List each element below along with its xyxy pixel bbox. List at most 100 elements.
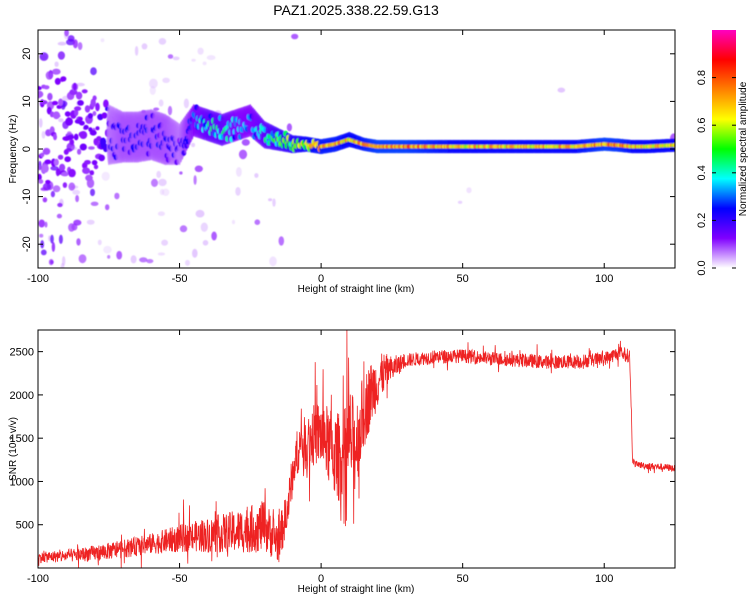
y-tick-label: 10: [21, 95, 33, 107]
spectrogram-cell: [185, 259, 190, 266]
spectrogram-cell: [78, 254, 87, 264]
colorbar-tick-label: 0.8: [696, 70, 708, 85]
spectrogram-cell: [68, 223, 75, 232]
y-tick-label: 500: [16, 520, 34, 532]
spectrogram-cell: [236, 167, 242, 177]
spectrogram-cell: [52, 68, 61, 75]
spectrogram-cell: [42, 147, 51, 155]
spectrogram-cell: [41, 164, 49, 173]
spectrogram-cell: [68, 182, 76, 191]
spectrogram-cell: [92, 111, 97, 116]
x-tick-label: -50: [172, 273, 188, 285]
spectrogram-cell: [58, 234, 63, 244]
spectrogram-cell: [82, 167, 91, 174]
spectrogram-cell: [95, 102, 100, 112]
y-tick-label: -20: [21, 236, 33, 252]
spectrogram-cell: [116, 250, 123, 260]
spectrogram-cell: [158, 99, 164, 107]
spectrogram-cell: [211, 231, 217, 241]
x-tick-label: 0: [318, 573, 324, 585]
spectrogram-heatmap: [38, 30, 675, 268]
spectrogram-cell: [103, 99, 109, 108]
spectrogram-cell: [45, 179, 51, 184]
y-tick-label: 2000: [10, 390, 34, 402]
spectrogram-cell: [63, 30, 69, 40]
spectrogram-cell: [254, 219, 261, 225]
spectrogram-cell: [88, 146, 95, 150]
y-tick-label: 0: [21, 146, 33, 152]
y-tick-label: 1500: [10, 433, 34, 445]
spectrogram-cell: [158, 178, 167, 187]
spectrogram-cell: [235, 187, 241, 196]
spectrogram-y-axis-label: Frequency (Hz): [8, 115, 19, 184]
spectrogram-cell: [38, 179, 44, 184]
spectrogram-cell: [149, 86, 156, 95]
spectrogram-cell: [197, 47, 204, 55]
snr-x-axis-label: Height of straight line (km): [298, 584, 415, 595]
spectrogram-cell: [41, 131, 46, 139]
spectrogram-cell: [101, 171, 110, 181]
spectrogram-cell: [40, 152, 45, 158]
spectrogram-cell: [44, 221, 48, 228]
spectrogram-cell: [40, 249, 47, 256]
spectrogram-cell: [73, 133, 79, 141]
spectrogram-cell: [39, 52, 49, 61]
spectrogram-cell: [158, 38, 167, 45]
spectrogram-cell: [162, 77, 170, 84]
y-tick-label: 20: [21, 48, 33, 60]
spectrogram-cell: [167, 105, 173, 116]
spectrogram-cell: [97, 239, 102, 246]
spectrogram-cell: [90, 188, 95, 197]
x-tick-label: 100: [595, 273, 613, 285]
spectrogram-cell: [53, 158, 59, 166]
spectrogram-cell: [68, 168, 76, 178]
spectrogram-x-axis-label: Height of straight line (km): [298, 284, 415, 295]
colorbar-gradient: [712, 30, 736, 268]
spectrogram-cell: [53, 133, 57, 141]
spectrogram-cell: [157, 211, 165, 216]
spectrogram-cell: [466, 187, 472, 194]
spectrogram-cell: [557, 87, 566, 93]
spectrogram-cell: [191, 142, 196, 148]
spectrogram-cell: [98, 154, 105, 162]
spectrogram-cell: [153, 107, 160, 111]
spectrogram-cell: [40, 187, 48, 191]
spectrogram-cell: [254, 173, 259, 178]
spectrogram-cell: [149, 78, 158, 89]
spectrogram-cell: [48, 259, 54, 266]
x-tick-label: -100: [27, 573, 49, 585]
spectrogram-cell: [52, 111, 61, 120]
spectrogram-cell: [92, 95, 97, 101]
colorbar-tick-label: 0.0: [696, 260, 708, 275]
snr-frame: [37, 329, 676, 569]
spectrogram-cell: [50, 190, 56, 198]
spectrogram-cell: [84, 105, 91, 113]
spectrogram-cell: [56, 213, 63, 219]
spectrogram-cell: [87, 113, 93, 119]
spectrogram-cell: [52, 185, 61, 193]
spectrogram-cell: [79, 120, 85, 126]
spectrogram-cell: [63, 149, 69, 155]
colorbar-tick-label: 0.2: [696, 213, 708, 228]
spectrogram-cell: [90, 201, 99, 206]
snr-panel: -100 -50 0 50 100 500 1000 1500 2000 2500 Height …: [8, 329, 676, 595]
spectrogram-cell: [79, 131, 88, 139]
spectrogram-cell: [65, 117, 73, 126]
spectrogram-cell: [291, 33, 299, 40]
spectrogram-cell: [44, 159, 52, 165]
spectrogram-cell: [51, 100, 59, 106]
spectrogram-cell: [64, 156, 71, 163]
spectrogram-cell: [75, 91, 83, 100]
x-tick-label: -50: [172, 573, 188, 585]
spectrogram-cell: [69, 139, 75, 146]
colorbar-ticks: 0.0 0.2 0.4 0.6 0.8: [696, 70, 736, 276]
spectrogram-cell: [74, 106, 82, 111]
x-tick-label: 100: [595, 573, 613, 585]
spectrogram-cell: [74, 109, 79, 117]
spectrogram-cell: [286, 123, 292, 132]
colorbar-tick-label: 0.4: [696, 165, 708, 180]
spectrogram-cell: [67, 134, 75, 140]
spectrogram-cell: [103, 245, 112, 254]
spectrogram-cell: [54, 77, 61, 85]
